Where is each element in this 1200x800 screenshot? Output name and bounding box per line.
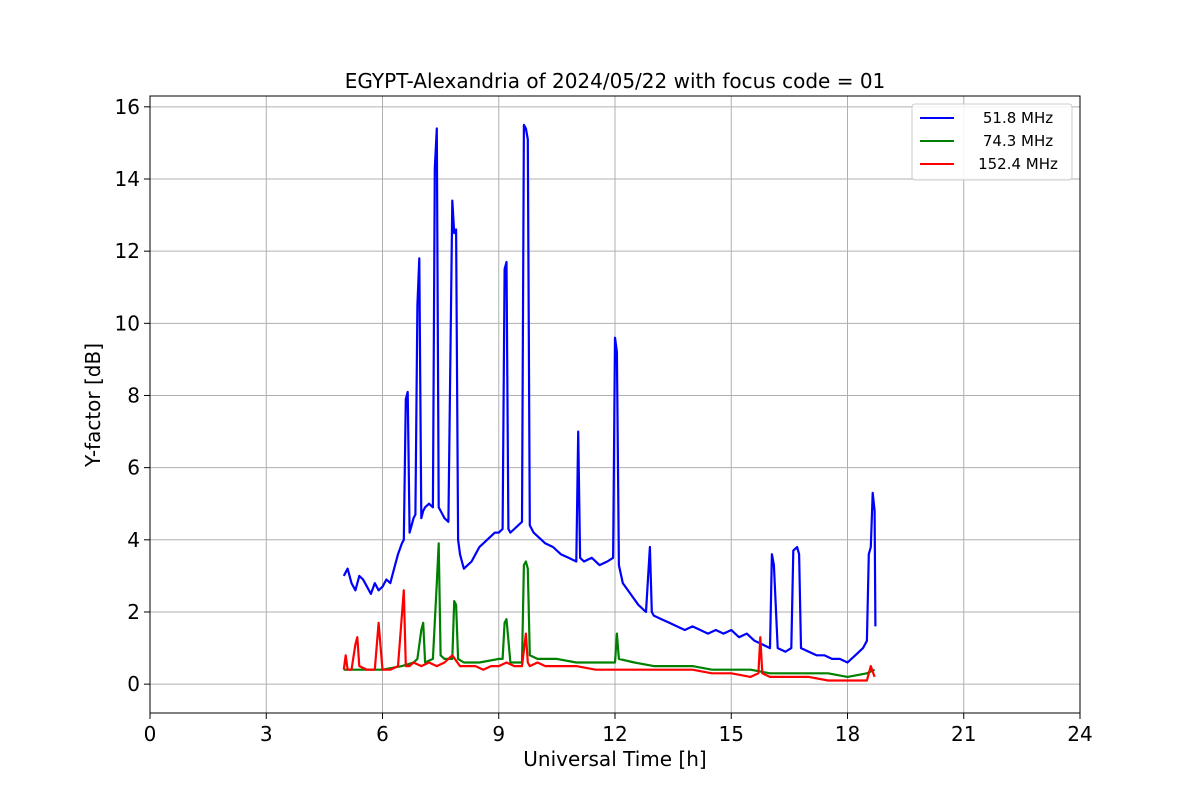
y-axis: 0 2 4 6 8 10 12 14 16	[115, 95, 150, 696]
y-axis-label: Y-factor [dB]	[81, 343, 105, 468]
legend-label: 51.8 MHz	[983, 109, 1053, 127]
x-tick-label: 6	[376, 722, 389, 746]
y-tick-label: 0	[127, 672, 140, 696]
legend-label: 74.3 MHz	[983, 132, 1053, 150]
x-tick-label: 18	[835, 722, 860, 746]
x-axis-label: Universal Time [h]	[523, 747, 706, 771]
x-tick-label: 9	[492, 722, 505, 746]
y-tick-label: 10	[115, 311, 140, 335]
legend: 51.8 MHz 74.3 MHz 152.4 MHz	[911, 103, 1073, 181]
x-tick-label: 12	[602, 722, 627, 746]
x-axis: 0 3 6 9 12 15 18 21 24	[144, 713, 1093, 746]
y-tick-label: 16	[115, 95, 140, 119]
y-tick-label: 6	[127, 456, 140, 480]
series-line-1	[342, 123, 877, 664]
x-tick-label: 3	[260, 722, 273, 746]
x-tick-label: 21	[951, 722, 976, 746]
series-layer	[342, 123, 877, 682]
series-line-3	[342, 589, 876, 682]
y-tick-label: 14	[115, 167, 140, 191]
x-tick-label: 15	[719, 722, 744, 746]
legend-label: 152.4 MHz	[978, 155, 1058, 173]
y-tick-label: 8	[127, 383, 140, 407]
y-tick-label: 2	[127, 600, 140, 624]
chart-title: EGYPT-Alexandria of 2024/05/22 with focu…	[345, 69, 886, 93]
x-tick-label: 24	[1067, 722, 1092, 746]
x-tick-label: 0	[144, 722, 157, 746]
legend-frame	[911, 103, 1073, 181]
y-tick-label: 4	[127, 528, 140, 552]
y-tick-label: 12	[115, 239, 140, 263]
